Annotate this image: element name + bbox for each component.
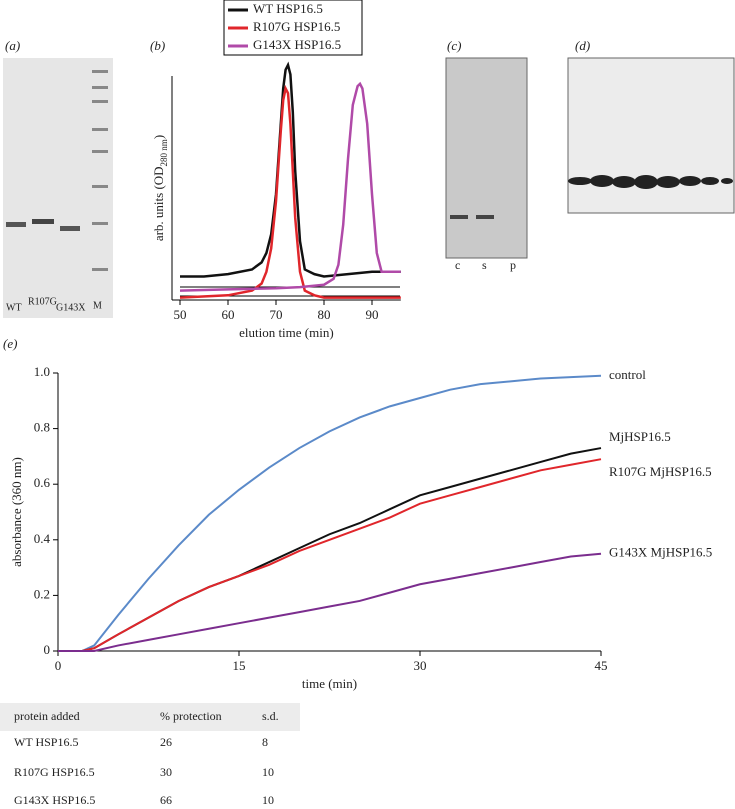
y-tick-label: 0.4 — [34, 531, 51, 546]
x-tick-label: 80 — [318, 307, 331, 322]
x-tick-label: 45 — [595, 658, 608, 673]
series-label: control — [609, 367, 646, 382]
table-cell: R107G HSP16.5 — [14, 765, 95, 779]
gel-band — [32, 219, 54, 224]
panel-label: (a) — [5, 38, 20, 53]
series-line — [180, 61, 401, 278]
series-label: MjHSP16.5 — [609, 429, 671, 444]
marker-lane — [92, 70, 108, 271]
lane-label: p — [510, 258, 516, 272]
series-line — [58, 552, 602, 652]
series-line — [179, 81, 401, 292]
series-line — [58, 374, 602, 652]
panel-label: (c) — [447, 38, 461, 53]
gel-band — [476, 215, 494, 219]
gel-image — [567, 57, 735, 214]
panel-label: (d) — [575, 38, 590, 53]
y-tick-label: 0 — [44, 642, 51, 657]
series-line — [179, 84, 401, 299]
lane-label: c — [455, 258, 460, 272]
x-tick-label: 60 — [222, 307, 235, 322]
x-tick-label: 15 — [233, 658, 246, 673]
table-cell: WT HSP16.5 — [14, 735, 78, 749]
table-header-bg — [0, 703, 300, 731]
y-tick-label: 0.2 — [34, 586, 50, 601]
x-axis-label: elution time (min) — [239, 325, 334, 340]
y-axis-label: absorbance (360 nm) — [9, 457, 24, 567]
series-line — [58, 447, 602, 652]
y-axis-label-part: ) — [151, 135, 166, 139]
series-label: R107G MjHSP16.5 — [609, 464, 712, 479]
table-cell: 10 — [262, 765, 274, 779]
x-tick-label: 90 — [366, 307, 379, 322]
lane-label: G143X — [56, 302, 86, 313]
lane-label: R107G — [28, 296, 57, 307]
lane-label: WT — [6, 302, 22, 313]
x-axis-label: time (min) — [302, 676, 357, 691]
gel-band — [450, 215, 468, 219]
table-cell: 26 — [160, 735, 172, 749]
legend-label: G143X HSP16.5 — [253, 37, 341, 52]
y-axis-label-part: arb. units (OD — [151, 166, 166, 241]
series-label: G143X MjHSP16.5 — [609, 545, 712, 560]
gel-image — [445, 57, 528, 259]
y-tick-label: 0.8 — [34, 420, 50, 435]
y-tick-label: 0.6 — [34, 475, 51, 490]
panel-label: (b) — [150, 38, 165, 53]
table-cell: 30 — [160, 765, 172, 779]
x-tick-label: 0 — [55, 658, 62, 673]
table-cell: 8 — [262, 735, 268, 749]
lane-label: M — [93, 300, 102, 311]
table-header: protein added — [14, 709, 80, 723]
panel-label: (e) — [3, 336, 17, 351]
gel-bands — [568, 175, 733, 189]
table-cell: 66 — [160, 793, 172, 807]
x-tick-label: 30 — [414, 658, 427, 673]
gel-band — [6, 222, 26, 227]
x-tick-label: 70 — [270, 307, 283, 322]
y-tick-label: 1.0 — [34, 364, 50, 379]
table-cell: 10 — [262, 793, 274, 807]
y-axis-label-part: 280 nm — [159, 139, 169, 166]
y-axis-label: arb. units (OD280 nm) — [151, 135, 169, 241]
series-line — [58, 458, 602, 652]
legend-label: R107G HSP16.5 — [253, 19, 340, 34]
table-header: s.d. — [262, 709, 279, 723]
lane-label: s — [482, 258, 487, 272]
x-tick-label: 50 — [174, 307, 187, 322]
table-header: % protection — [160, 709, 222, 723]
legend-label: WT HSP16.5 — [253, 1, 323, 16]
gel-band — [60, 226, 80, 231]
table-cell: G143X HSP16.5 — [14, 793, 95, 807]
